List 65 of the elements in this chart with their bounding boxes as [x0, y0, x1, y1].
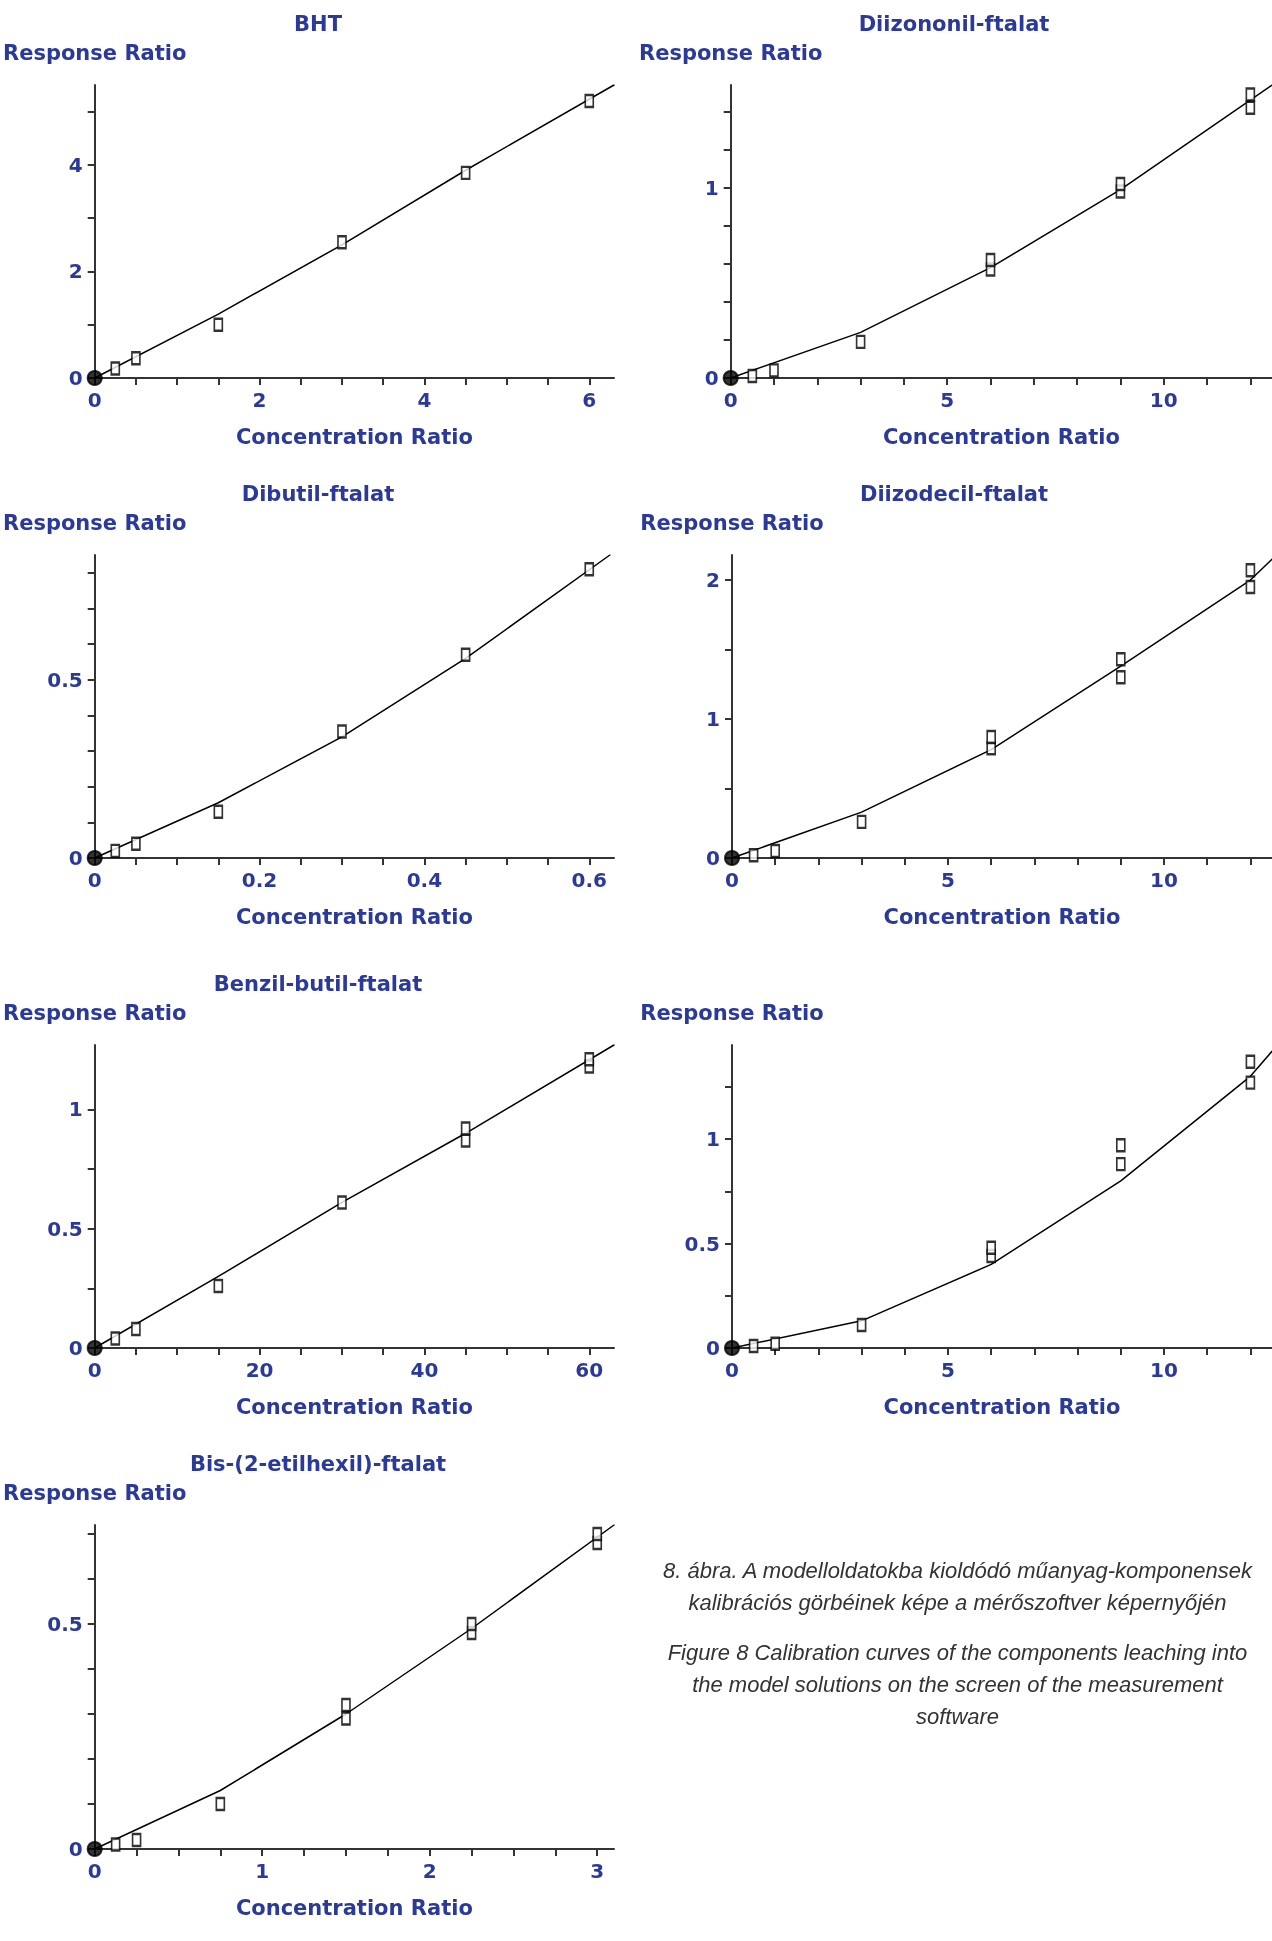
y-axis-title: Response Ratio [3, 510, 187, 535]
x-tick-label: 3 [590, 1859, 605, 1883]
chart-title: BHT [294, 11, 343, 36]
y-tick-label: 1 [68, 1097, 83, 1122]
y-axis-title: Response Ratio [3, 1000, 187, 1025]
chart-title: Dibutil-ftalat [241, 481, 395, 506]
chart-title: Benzil-butil-ftalat [213, 971, 423, 996]
y-tick-label: 0 [68, 846, 83, 870]
y-axis-title: Response Ratio [640, 1000, 824, 1025]
chart-title: Bis-(2-etilhexil)-ftalat [189, 1451, 447, 1476]
chart-title: Diizononil-ftalat [858, 11, 1050, 36]
y-axis-title: Response Ratio [640, 510, 824, 535]
x-tick-label: 2 [422, 1859, 437, 1883]
y-tick-label: 2 [706, 568, 720, 593]
x-axis-title: Concentration Ratio [235, 424, 473, 449]
y-axis-title: Response Ratio [3, 40, 187, 65]
x-tick-label: 10 [1150, 868, 1178, 892]
x-axis-title: Concentration Ratio [883, 1394, 1121, 1419]
y-tick-label: 1 [706, 1127, 720, 1152]
y-tick-label: 0.5 [684, 1231, 720, 1256]
x-tick-label: 10 [1149, 388, 1178, 412]
x-tick-label: 0 [87, 388, 102, 412]
y-tick-label: 0 [68, 1336, 83, 1360]
x-tick-label: 0.2 [241, 868, 278, 892]
x-tick-label: 5 [940, 388, 955, 412]
x-tick-label: 0 [725, 868, 739, 892]
y-tick-label: 0 [68, 1837, 83, 1861]
y-tick-label: 0.5 [47, 667, 83, 692]
x-tick-label: 40 [410, 1358, 439, 1382]
y-tick-label: 1 [706, 707, 720, 732]
y-tick-label: 0 [704, 366, 719, 390]
x-axis-title: Concentration Ratio [235, 904, 473, 929]
x-tick-label: 60 [575, 1358, 604, 1382]
x-tick-label: 0 [87, 1859, 102, 1883]
y-axis-title: Response Ratio [3, 1480, 187, 1505]
x-tick-label: 6 [582, 388, 597, 412]
x-tick-label: 5 [941, 868, 955, 892]
text: 8. ábra. A modelloldatokba kioldódó műanyag-komponensek kalibrációs görbéinek képe a mérőszoftver képernyőjén [661, 1557, 1254, 1617]
y-tick-label: 0.5 [47, 1216, 83, 1241]
caption: Figure 8 Calibration curves of the components leaching into the model solutions on the screen of the measurement software [666, 1638, 1249, 1731]
x-tick-label: 0 [723, 388, 738, 412]
y-axis-title: Response Ratio [639, 40, 823, 65]
x-tick-label: 20 [245, 1358, 274, 1382]
x-axis-title: Concentration Ratio [883, 904, 1121, 929]
x-tick-label: 2 [252, 388, 267, 412]
x-tick-label: 0 [725, 1358, 739, 1382]
x-axis-title: Concentration Ratio [235, 1895, 473, 1920]
x-tick-label: 1 [255, 1859, 270, 1883]
x-tick-label: 10 [1150, 1358, 1178, 1382]
x-tick-label: 0 [87, 868, 102, 892]
x-tick-label: 0.4 [406, 868, 443, 892]
y-tick-label: 1 [704, 175, 719, 200]
y-tick-label: 0 [706, 846, 720, 870]
y-tick-label: 0.5 [47, 1612, 83, 1636]
y-tick-label: 0 [706, 1336, 720, 1360]
x-axis-title: Concentration Ratio [235, 1394, 473, 1419]
chart-title: Diizodecil-ftalat [859, 481, 1049, 506]
y-tick-label: 4 [68, 152, 83, 177]
y-tick-label: 2 [68, 259, 83, 284]
x-tick-label: 0 [87, 1358, 102, 1382]
y-tick-label: 0 [68, 366, 83, 390]
x-tick-label: 0.6 [571, 868, 607, 892]
x-axis-title: Concentration Ratio [882, 424, 1120, 449]
x-tick-label: 5 [941, 1358, 955, 1382]
x-tick-label: 4 [417, 388, 432, 412]
